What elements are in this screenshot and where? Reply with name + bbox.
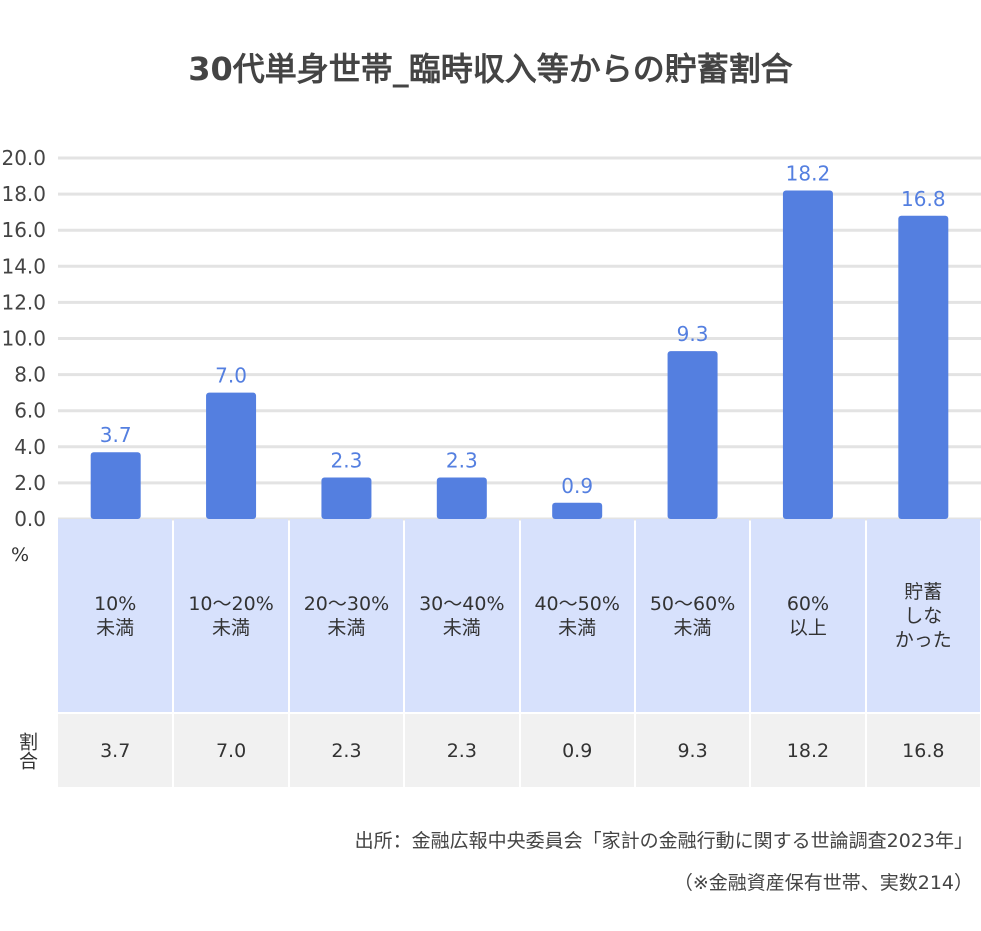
category-label: 40〜50% 未満 bbox=[520, 519, 634, 712]
table-value: 2.3 bbox=[405, 714, 519, 787]
bar bbox=[206, 392, 257, 519]
data-label: 16.8 bbox=[901, 187, 946, 211]
row-label: 割合 bbox=[16, 732, 38, 770]
y-tick-label: 20.0 bbox=[1, 146, 46, 170]
data-label: 18.2 bbox=[786, 161, 831, 185]
category-label: 10〜20% 未満 bbox=[174, 519, 288, 712]
source-line-2: （※金融資産保有世帯、実数214） bbox=[673, 872, 973, 894]
category-label: 10% 未満 bbox=[58, 519, 173, 712]
table-value: 0.9 bbox=[520, 714, 634, 787]
y-tick-label: 10.0 bbox=[1, 327, 46, 351]
category-label: 30〜40% 未満 bbox=[405, 519, 519, 712]
table-value: 16.8 bbox=[866, 714, 980, 787]
data-label: 2.3 bbox=[446, 448, 478, 472]
data-label: 7.0 bbox=[215, 364, 247, 388]
bar bbox=[898, 215, 949, 519]
data-label: 3.7 bbox=[100, 423, 132, 447]
bar bbox=[90, 452, 141, 519]
table-value: 7.0 bbox=[174, 714, 288, 787]
table-value: 3.7 bbox=[58, 714, 173, 787]
y-tick-label: 4.0 bbox=[14, 435, 46, 459]
y-tick-label: 2.0 bbox=[14, 471, 46, 495]
unit-label: % bbox=[10, 544, 30, 566]
category-label: 貯蓄 しな かった bbox=[866, 519, 980, 712]
table-value: 2.3 bbox=[289, 714, 404, 787]
y-tick-label: 16.0 bbox=[1, 218, 46, 242]
category-label: 60% 以上 bbox=[751, 519, 865, 712]
y-tick-label: 6.0 bbox=[14, 399, 46, 423]
table-value: 18.2 bbox=[751, 714, 865, 787]
y-tick-label: 8.0 bbox=[14, 363, 46, 387]
y-tick-label: 0.0 bbox=[14, 507, 46, 531]
bar bbox=[667, 351, 718, 519]
source-line-1: 出所：金融広報中央委員会「家計の金融行動に関する世論調査2023年」 bbox=[354, 830, 973, 852]
y-tick-label: 18.0 bbox=[1, 182, 46, 206]
y-tick-label: 14.0 bbox=[1, 254, 46, 278]
bar bbox=[436, 477, 487, 519]
bar bbox=[782, 190, 833, 520]
bar bbox=[552, 502, 603, 519]
table-value: 9.3 bbox=[635, 714, 750, 787]
bar bbox=[321, 477, 372, 519]
y-tick-label: 12.0 bbox=[1, 290, 46, 314]
category-label: 50〜60% 未満 bbox=[635, 519, 750, 712]
category-label: 20〜30% 未満 bbox=[289, 519, 404, 712]
data-label: 9.3 bbox=[677, 322, 709, 346]
chart-title: 30代単身世帯_臨時収入等からの貯蓄割合 bbox=[188, 50, 793, 88]
data-label: 0.9 bbox=[561, 474, 593, 498]
data-label: 2.3 bbox=[331, 448, 363, 472]
